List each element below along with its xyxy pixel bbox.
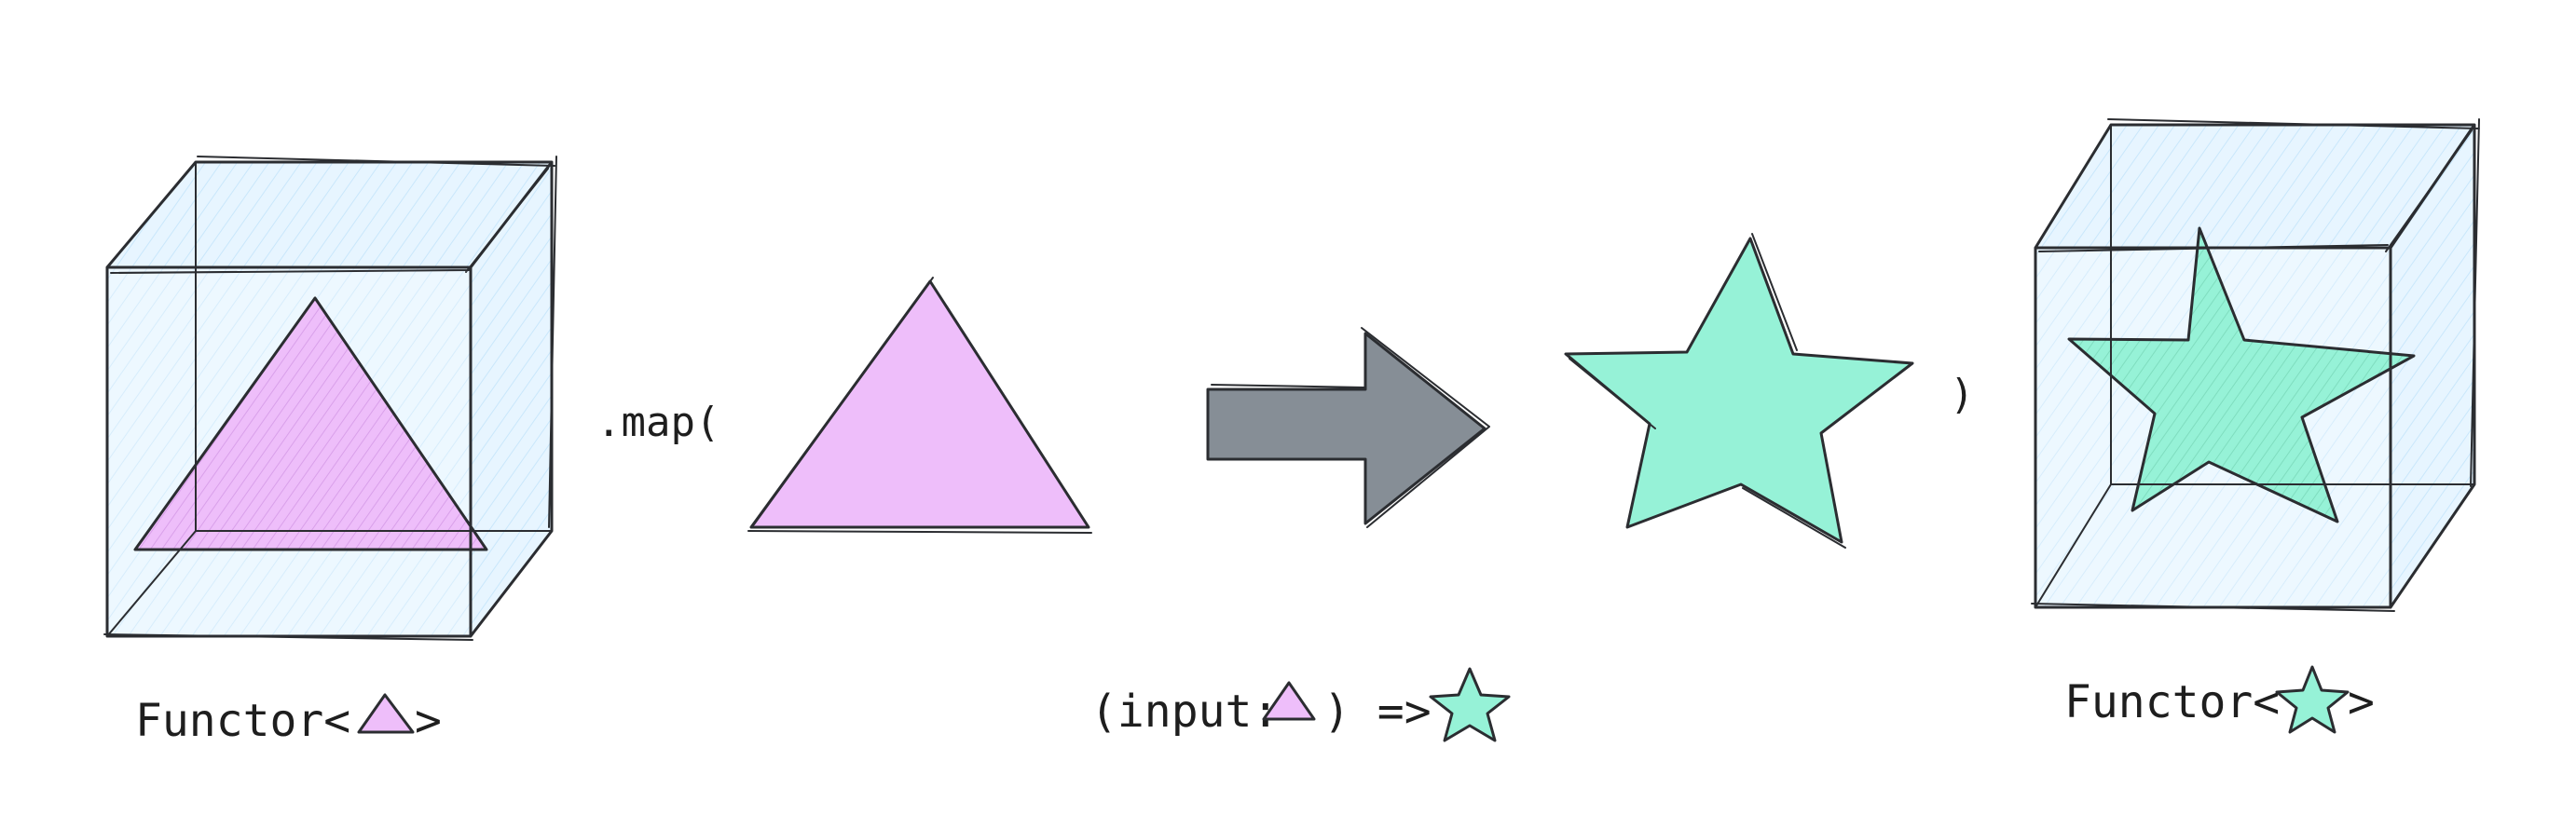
star-sketch-double — [1569, 233, 1846, 549]
cube-top-face — [107, 162, 552, 267]
input-functor-label: Functor< > — [135, 693, 442, 747]
triangle-icon — [133, 296, 488, 551]
functor-suffix: > — [2348, 676, 2375, 728]
signature-middle: ) => — [1323, 686, 1432, 738]
functor-prefix: Functor< — [135, 695, 350, 747]
signature-prefix: (input: — [1090, 686, 1279, 738]
star-icon — [2067, 226, 2416, 523]
cube-side-face — [2391, 125, 2474, 607]
cube-sketch-doubles — [103, 156, 557, 641]
right-arrow-icon — [1206, 332, 1487, 525]
triangle-sketch-double — [747, 277, 1092, 534]
map-close-label: ) — [1950, 371, 1975, 418]
triangle-icon — [357, 693, 415, 734]
triangle-icon — [1262, 681, 1316, 721]
cube-back-edges — [106, 161, 553, 637]
cube-back-edges — [2035, 124, 2475, 608]
cube-side-face — [471, 162, 552, 636]
star-icon — [1564, 237, 1914, 544]
function-signature-label: (input: ) => — [1090, 667, 1511, 742]
star-icon — [1429, 667, 1511, 742]
functor-prefix: Functor< — [2064, 676, 2280, 728]
cube-top-face — [2035, 125, 2474, 248]
output-functor-box — [2031, 118, 2480, 612]
cube-sketch-doubles — [2031, 118, 2480, 612]
map-open-label: .map( — [596, 399, 719, 446]
functor-suffix: > — [415, 695, 442, 747]
input-functor-box — [103, 156, 557, 641]
star-icon — [2275, 665, 2350, 734]
arrow-sketch-double — [1211, 327, 1490, 528]
output-functor-label: Functor< > — [2064, 665, 2375, 734]
triangle-icon — [749, 279, 1090, 529]
